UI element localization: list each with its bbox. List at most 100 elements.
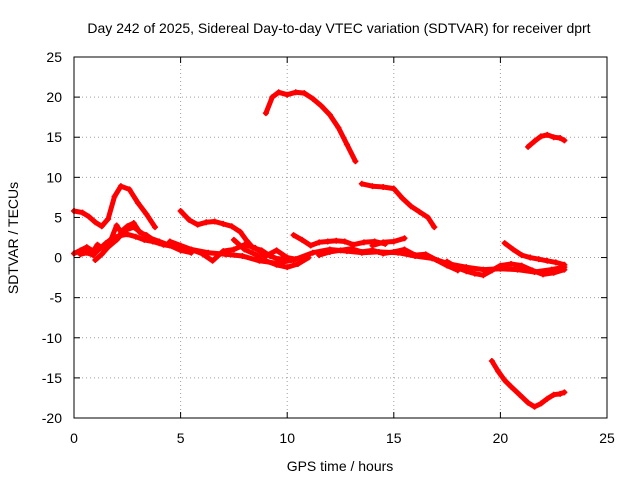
data-point <box>177 242 184 249</box>
series-arc-4 <box>92 224 195 263</box>
x-tick-label: 0 <box>70 430 78 446</box>
series-arc-14 <box>501 240 568 268</box>
data-point <box>98 223 105 230</box>
data-point <box>309 95 316 102</box>
data-point <box>561 389 568 396</box>
data-point <box>369 183 376 190</box>
data-point <box>209 257 216 264</box>
data-point <box>188 246 195 253</box>
data-point <box>497 262 504 269</box>
data-point <box>380 250 387 257</box>
data-point <box>531 403 538 410</box>
series-arc-12 <box>369 235 408 249</box>
data-point <box>516 391 523 398</box>
plot-area-border <box>73 56 608 419</box>
data-point <box>358 248 365 255</box>
series-arc-7 <box>230 236 312 271</box>
data-point <box>390 185 397 192</box>
data-point <box>535 256 542 263</box>
data-point <box>412 252 419 259</box>
data-point <box>305 254 312 261</box>
data-point <box>147 235 154 242</box>
data-point <box>105 216 112 223</box>
series-arc-16 <box>488 358 568 410</box>
data-point <box>544 395 551 402</box>
data-point <box>105 244 112 251</box>
data-point <box>252 244 259 251</box>
series-arc-9 <box>290 232 389 249</box>
y-tick-label: 10 <box>46 169 62 185</box>
data-point <box>431 224 438 231</box>
data-point <box>444 258 451 265</box>
data-point <box>203 219 210 226</box>
data-point <box>508 260 515 267</box>
data-point <box>230 246 237 253</box>
data-point <box>284 254 291 261</box>
data-point <box>508 383 515 390</box>
data-point <box>124 231 131 238</box>
y-tick-label: -5 <box>50 290 63 306</box>
data-point <box>557 390 564 397</box>
y-tick-label: 0 <box>54 250 62 266</box>
data-point <box>113 222 120 229</box>
x-axis-title: GPS time / hours <box>287 458 394 474</box>
data-point <box>79 209 86 216</box>
y-tick-label: 20 <box>46 89 62 105</box>
data-point <box>98 251 105 258</box>
data-point <box>348 245 355 252</box>
data-point <box>228 223 235 230</box>
data-point <box>343 141 350 148</box>
data-point <box>380 183 387 190</box>
data-point <box>544 131 551 138</box>
data-point <box>126 186 133 193</box>
data-point <box>94 241 101 248</box>
data-point <box>463 268 470 275</box>
data-point <box>540 271 547 278</box>
data-point <box>156 238 163 245</box>
data-point <box>262 257 269 264</box>
data-point <box>143 211 150 218</box>
data-point <box>337 247 344 254</box>
data-point <box>341 238 348 245</box>
data-point <box>273 261 280 268</box>
data-point <box>90 252 97 259</box>
data-point <box>352 158 359 165</box>
data-point <box>290 232 297 239</box>
data-point <box>243 237 250 244</box>
data-point <box>561 261 568 268</box>
data-point <box>518 252 525 259</box>
data-point <box>205 249 212 256</box>
data-point <box>335 124 342 131</box>
data-point <box>186 216 193 223</box>
data-point <box>269 94 276 101</box>
series-line <box>71 183 158 230</box>
data-point <box>510 246 517 253</box>
data-point <box>275 256 282 263</box>
data-point <box>77 251 84 258</box>
data-point <box>390 248 397 255</box>
data-point <box>501 240 508 247</box>
x-tick-label: 25 <box>599 430 615 446</box>
series-arc-8 <box>262 89 359 165</box>
data-point <box>525 399 532 406</box>
data-point <box>407 203 414 210</box>
x-tick-label: 20 <box>493 430 509 446</box>
data-point <box>134 200 141 207</box>
series-line <box>92 224 194 263</box>
data-point <box>550 391 557 398</box>
data-point <box>550 269 557 276</box>
data-point <box>177 208 184 215</box>
data-point <box>433 256 440 263</box>
data-point <box>111 193 118 200</box>
data-point <box>113 236 120 243</box>
y-tick-label: 15 <box>46 129 62 145</box>
data-point <box>198 250 205 257</box>
data-point <box>262 110 269 117</box>
series-arc-5 <box>177 208 299 263</box>
x-tick-label: 5 <box>177 430 185 446</box>
data-point <box>399 195 406 202</box>
data-point <box>501 377 508 384</box>
data-point <box>401 235 408 242</box>
data-point <box>495 368 502 375</box>
